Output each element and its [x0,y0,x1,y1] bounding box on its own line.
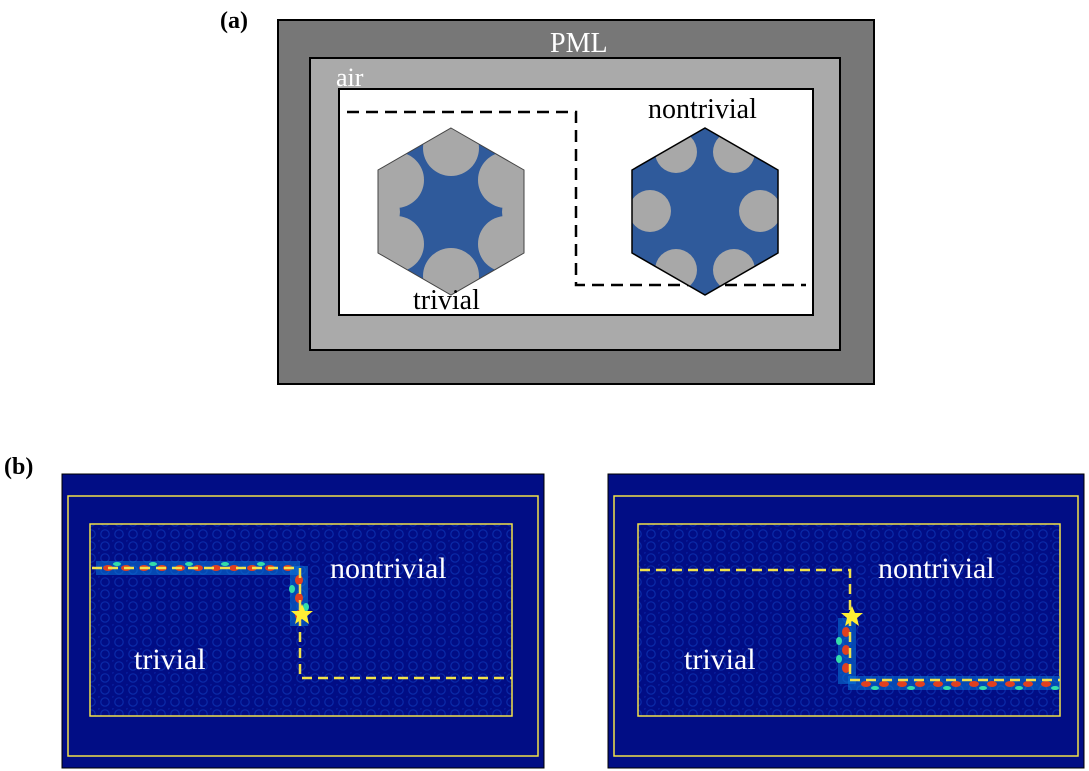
panel-b-right-field-map: nontrivial trivial [607,473,1085,769]
trivial-label-right: trivial [684,643,756,676]
panel-b-left-field-map: nontrivial trivial [61,473,545,769]
nontrivial-label: nontrivial [648,94,757,125]
panel-a-label: (a) [220,8,248,34]
interface-line-left [92,566,512,680]
air-label: air [336,63,364,92]
trivial-label-left: trivial [134,643,206,676]
interface-line-right [640,568,1060,682]
pml-label: PML [550,28,608,59]
trivial-label: trivial [413,285,480,316]
source-star-right [841,606,863,626]
source-star-left [291,604,313,624]
panel-b-label: (b) [4,454,34,480]
nontrivial-label-right: nontrivial [878,552,995,585]
nontrivial-label-left: nontrivial [330,552,447,585]
edge-state-field-right [836,618,1060,690]
panel-a-schematic: PML air trivial [277,19,875,385]
